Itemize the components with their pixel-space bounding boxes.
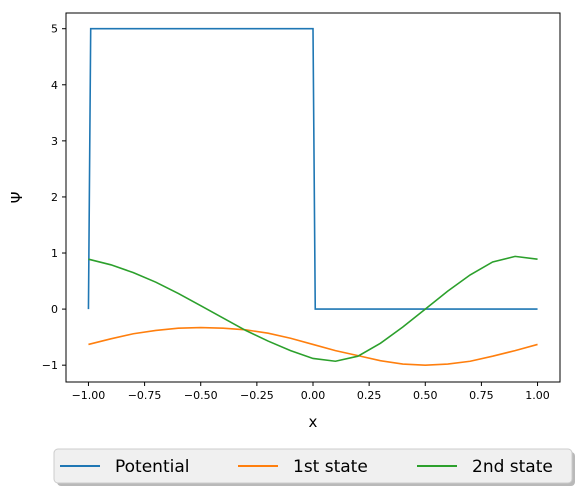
x-tick-label: −0.50 — [184, 389, 218, 402]
plot-marks — [87, 27, 538, 366]
series-line-2nd-state — [88, 255, 538, 363]
x-tick-label: −1.00 — [72, 389, 106, 402]
x-axis: −1.00 −0.75 −0.50 −0.25 0.00 0.25 0.50 0.75 1.00 — [72, 382, 550, 402]
legend: Potential 1st state 2nd state — [53, 448, 575, 486]
legend-label-2nd-state: 2nd state — [472, 457, 553, 477]
y-axis: −1 0 1 2 3 4 5 — [42, 23, 66, 372]
y-tick-label: −1 — [42, 359, 58, 372]
x-tick-label: 0.00 — [301, 389, 326, 402]
x-tick-label: 0.75 — [469, 389, 494, 402]
x-tick-label: −0.75 — [128, 389, 162, 402]
series-line-potential — [87, 27, 538, 310]
y-tick-label: 4 — [51, 79, 58, 92]
legend-label-potential: Potential — [115, 457, 189, 477]
y-tick-label: 2 — [51, 191, 58, 204]
x-tick-label: 1.00 — [525, 389, 550, 402]
legend-label-1st-state: 1st state — [293, 457, 368, 477]
x-tick-label: 0.25 — [357, 389, 382, 402]
x-tick-label: −0.25 — [240, 389, 274, 402]
y-axis-label: Ψ — [8, 192, 26, 204]
legend-box — [53, 448, 573, 484]
y-tick-label: 1 — [51, 247, 58, 260]
y-tick-label: 5 — [51, 23, 58, 36]
y-tick-label: 0 — [51, 303, 58, 316]
x-axis-label: x — [309, 413, 318, 431]
x-tick-label: 0.50 — [413, 389, 438, 402]
series-line-1st-state — [88, 326, 538, 366]
y-tick-label: 3 — [51, 135, 58, 148]
